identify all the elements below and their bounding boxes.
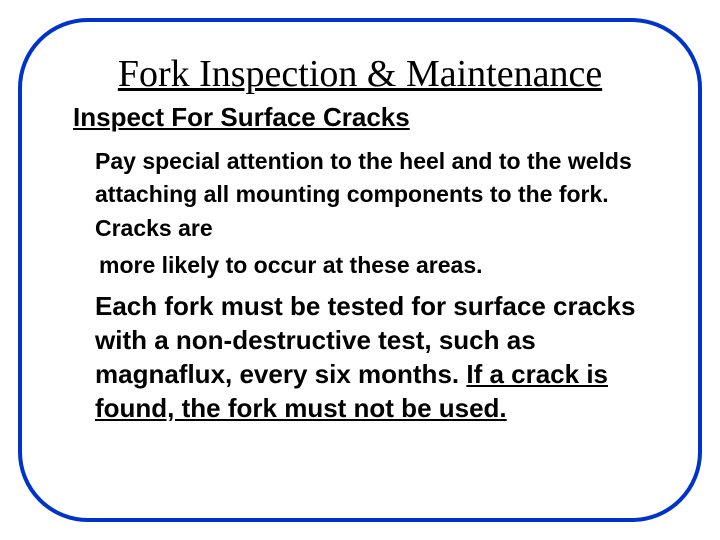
paragraph-2: Each fork must be tested for surface cra… <box>95 290 653 425</box>
paragraph-1-b: more likely to occur at these areas. <box>99 249 653 282</box>
slide-title: Fork Inspection & Maintenance <box>67 52 653 96</box>
slide-subtitle: Inspect For Surface Cracks <box>73 102 653 133</box>
slide-frame: Fork Inspection & Maintenance Inspect Fo… <box>18 18 702 522</box>
paragraph-1-a: Pay special attention to the heel and to… <box>95 145 653 245</box>
